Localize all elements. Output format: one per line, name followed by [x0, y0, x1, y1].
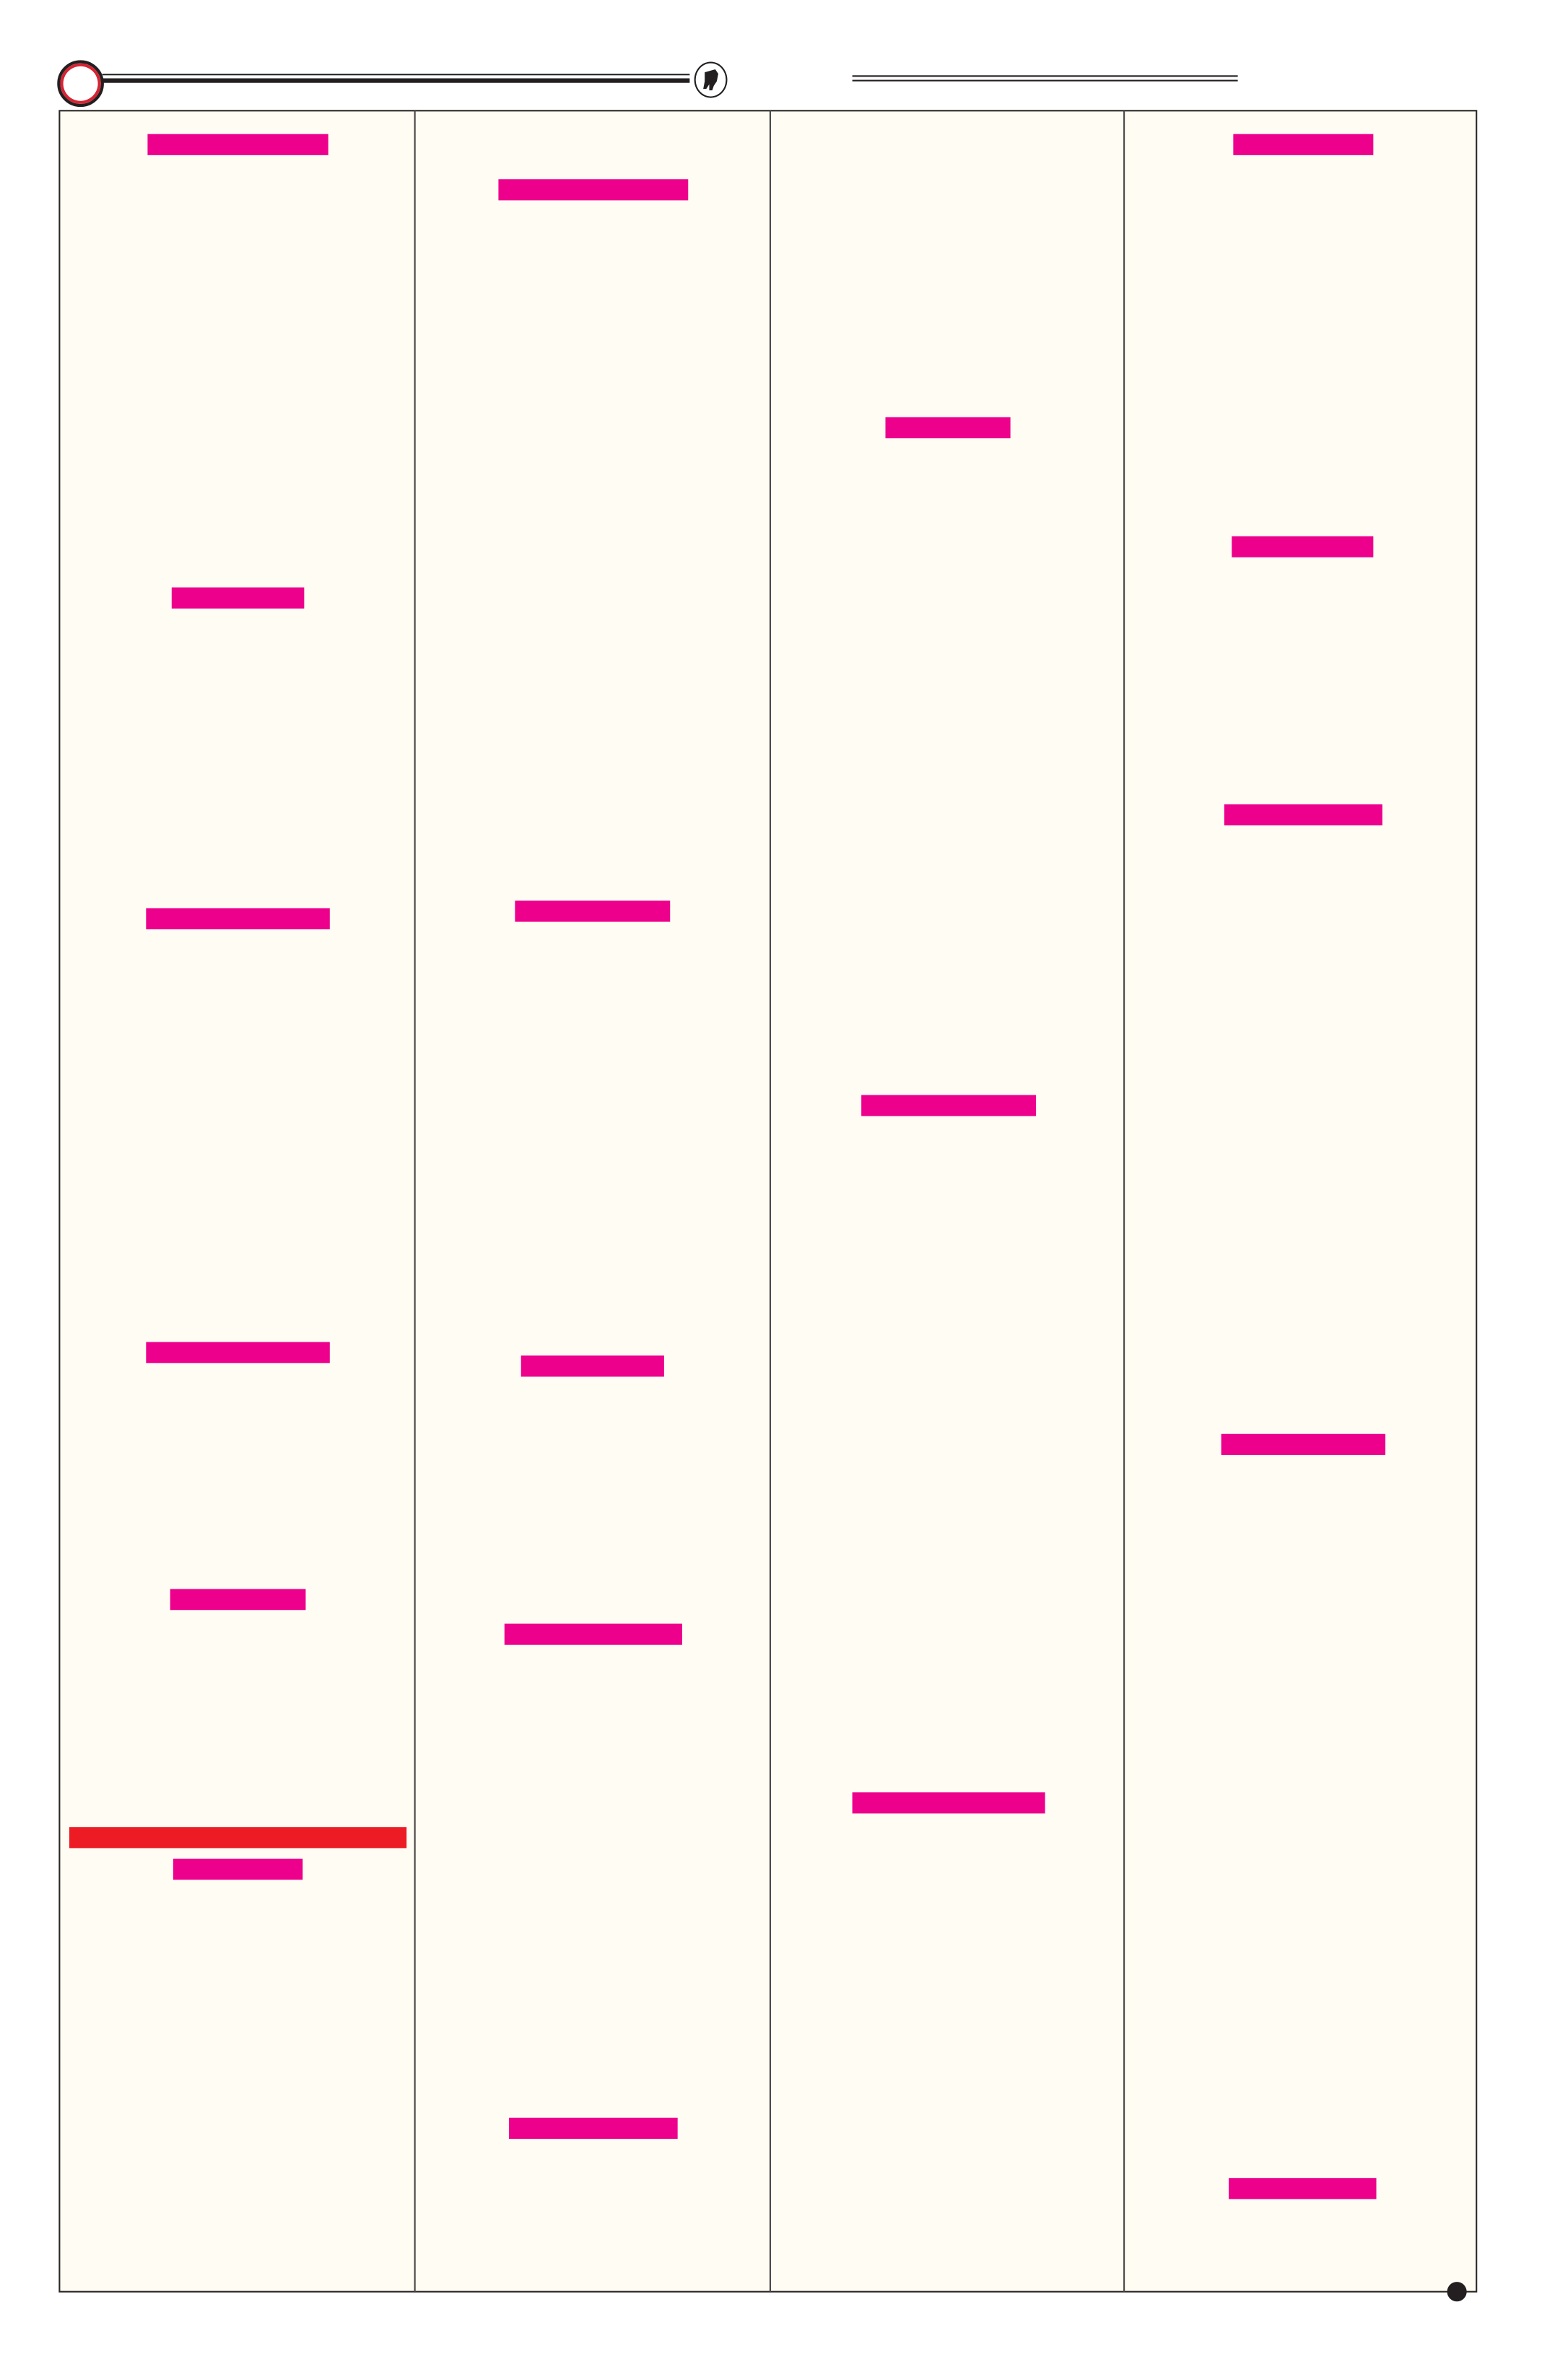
header-rule-right-top [852, 75, 1238, 77]
redaction-block [498, 179, 689, 201]
redaction-block [885, 417, 1011, 438]
redaction-block [861, 1095, 1037, 1116]
column-divider [769, 110, 771, 2293]
header-rule-top [102, 74, 690, 76]
redaction-block [1224, 804, 1382, 826]
bull-emblem-icon [694, 61, 728, 98]
content-frame [58, 110, 1478, 2293]
redaction-block [1232, 536, 1374, 557]
redaction-block [852, 1792, 1045, 1814]
ring-ornament-icon [57, 60, 104, 108]
redaction-block [1229, 2178, 1377, 2199]
redaction-block [509, 2117, 678, 2139]
redaction-block [515, 900, 671, 922]
redaction-block [146, 908, 330, 930]
column-divider [414, 110, 416, 2293]
redaction-block [1221, 1433, 1386, 1455]
bull-glyph-icon [703, 69, 718, 91]
column-divider [1123, 110, 1125, 2293]
redaction-block [147, 134, 328, 155]
corner-dot-icon [1447, 2282, 1467, 2302]
redaction-block-red [69, 1827, 407, 1849]
redaction-block [1233, 134, 1374, 155]
header-rule-right-bottom [852, 79, 1238, 82]
redaction-block [504, 1623, 682, 1645]
redaction-block [173, 1859, 303, 1880]
header-rule-bottom [102, 78, 690, 83]
redaction-block [520, 1355, 664, 1377]
redaction-block [171, 587, 305, 609]
redaction-block [170, 1589, 306, 1610]
redaction-block [146, 1342, 330, 1363]
